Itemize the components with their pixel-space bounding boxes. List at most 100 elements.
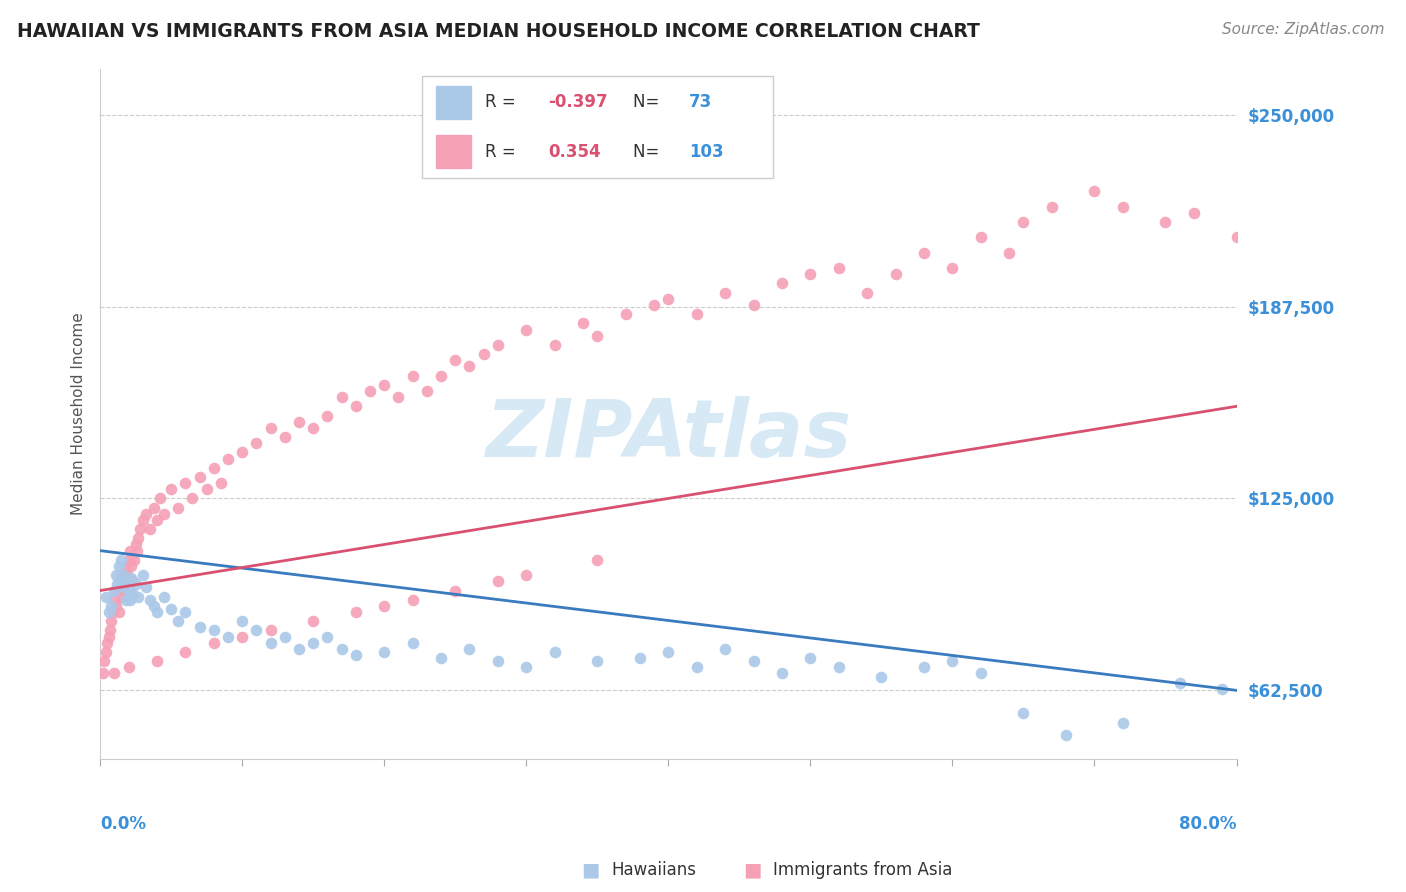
Point — [110, 553, 132, 567]
Point — [515, 660, 537, 674]
Point — [288, 415, 311, 429]
Point — [870, 669, 893, 683]
Point — [103, 583, 125, 598]
Point — [124, 577, 146, 591]
Point — [231, 445, 253, 459]
Point — [167, 614, 190, 628]
Point — [97, 630, 120, 644]
Point — [117, 583, 139, 598]
Point — [430, 368, 453, 383]
Point — [316, 409, 339, 423]
Point — [188, 470, 211, 484]
Text: Immigrants from Asia: Immigrants from Asia — [773, 861, 953, 879]
Point — [828, 660, 851, 674]
Point — [486, 338, 509, 352]
Point — [373, 645, 395, 659]
Point — [515, 568, 537, 582]
Point — [770, 666, 793, 681]
Point — [111, 583, 134, 598]
Point — [115, 574, 138, 589]
Point — [884, 267, 907, 281]
Point — [714, 285, 737, 300]
Point — [146, 513, 169, 527]
Point — [104, 568, 127, 582]
Point — [139, 522, 162, 536]
Point — [146, 605, 169, 619]
Point — [444, 353, 467, 368]
Y-axis label: Median Household Income: Median Household Income — [72, 312, 86, 516]
Point — [231, 614, 253, 628]
Point — [160, 482, 183, 496]
Point — [259, 421, 281, 435]
Point — [856, 285, 879, 300]
Point — [458, 359, 481, 374]
Point — [274, 430, 297, 444]
Point — [344, 605, 367, 619]
Point — [998, 245, 1021, 260]
Point — [103, 666, 125, 681]
Point — [657, 292, 679, 306]
Point — [401, 368, 423, 383]
Point — [174, 476, 197, 491]
Text: Source: ZipAtlas.com: Source: ZipAtlas.com — [1222, 22, 1385, 37]
Point — [416, 384, 439, 398]
Text: R =: R = — [485, 143, 522, 161]
Text: 80.0%: 80.0% — [1180, 814, 1236, 833]
Point — [217, 630, 239, 644]
Point — [941, 654, 963, 668]
Text: 0.0%: 0.0% — [100, 814, 146, 833]
Point — [472, 347, 495, 361]
Bar — [436, 87, 471, 119]
Point — [373, 599, 395, 613]
Point — [970, 230, 993, 244]
Point — [132, 568, 155, 582]
Point — [122, 553, 145, 567]
Text: R =: R = — [485, 94, 522, 112]
Point — [120, 559, 142, 574]
Point — [124, 537, 146, 551]
Point — [209, 476, 232, 491]
Point — [135, 507, 157, 521]
Point — [302, 636, 325, 650]
Point — [1054, 728, 1077, 742]
Point — [912, 660, 935, 674]
Point — [181, 491, 204, 506]
Point — [828, 261, 851, 276]
Point — [105, 577, 128, 591]
Point — [96, 636, 118, 650]
Point — [544, 338, 567, 352]
Point — [302, 421, 325, 435]
Point — [686, 307, 709, 321]
Point — [139, 592, 162, 607]
Point — [127, 590, 149, 604]
Point — [1182, 206, 1205, 220]
Point — [941, 261, 963, 276]
Point — [202, 636, 225, 650]
Point — [101, 605, 124, 619]
Point — [108, 574, 131, 589]
Point — [799, 267, 821, 281]
Text: N=: N= — [633, 143, 664, 161]
Point — [121, 574, 143, 589]
Point — [97, 605, 120, 619]
Point — [259, 636, 281, 650]
Point — [544, 645, 567, 659]
Point — [115, 568, 138, 582]
Point — [118, 592, 141, 607]
Text: 103: 103 — [689, 143, 724, 161]
Text: ■: ■ — [742, 860, 762, 880]
Point — [108, 590, 131, 604]
Point — [344, 648, 367, 662]
Point — [174, 645, 197, 659]
Point — [104, 599, 127, 613]
Point — [401, 592, 423, 607]
Bar — [436, 136, 471, 168]
Point — [202, 460, 225, 475]
Point — [1040, 200, 1063, 214]
Point — [458, 641, 481, 656]
Point — [274, 630, 297, 644]
Point — [515, 322, 537, 336]
Point — [94, 645, 117, 659]
Text: 73: 73 — [689, 94, 713, 112]
Point — [112, 581, 135, 595]
